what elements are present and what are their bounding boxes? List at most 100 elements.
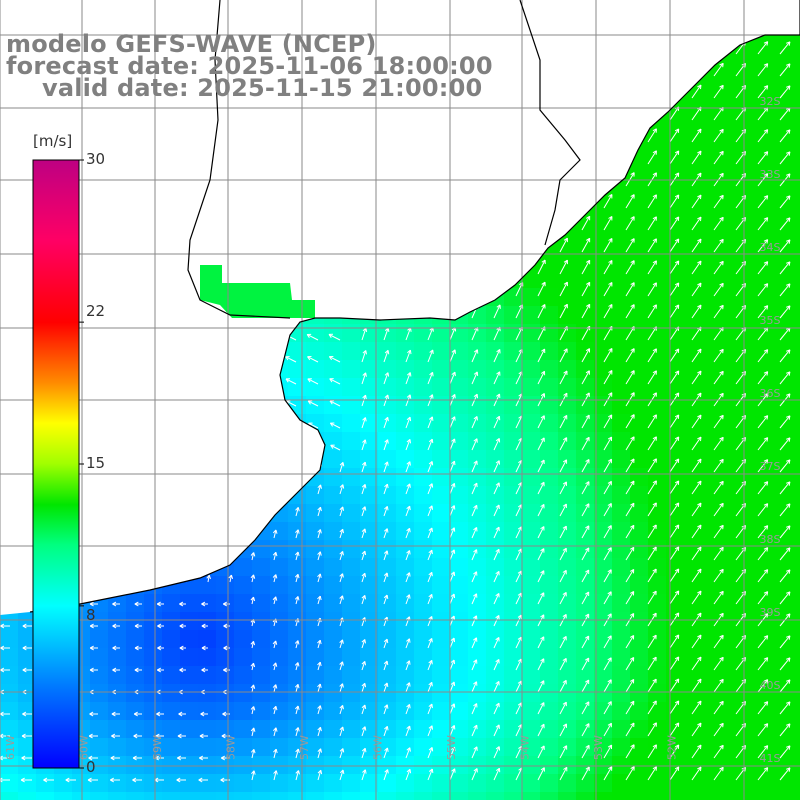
wind-cell	[378, 792, 397, 800]
wind-arrow	[110, 777, 120, 783]
wind-arrow	[515, 680, 523, 693]
wind-arrow	[339, 484, 345, 495]
wind-cell	[270, 774, 289, 793]
wind-arrow	[691, 502, 702, 517]
wind-arrow	[779, 349, 791, 363]
wind-cell	[666, 666, 685, 685]
wind-cell	[396, 378, 415, 397]
wind-cell	[576, 396, 595, 415]
wind-arrow	[757, 679, 769, 693]
wind-cell	[432, 342, 451, 361]
wind-cell	[558, 414, 577, 433]
wind-cell	[648, 198, 667, 217]
wind-cell	[792, 396, 800, 415]
wind-cell	[576, 738, 595, 757]
wind-arrow	[339, 769, 345, 781]
wind-arrow	[757, 525, 769, 539]
wind-cell	[486, 450, 505, 469]
wind-arrow	[179, 667, 186, 673]
wind-cell	[792, 432, 800, 451]
wind-cell	[378, 648, 397, 667]
wind-cell	[306, 558, 325, 577]
wind-cell	[396, 558, 415, 577]
wind-cell	[522, 594, 541, 613]
wind-cell	[558, 486, 577, 505]
wind-arrow	[493, 746, 501, 759]
wind-cell	[414, 576, 433, 595]
wind-cell	[396, 360, 415, 379]
wind-cell	[468, 738, 487, 757]
wind-cell	[558, 288, 577, 307]
wind-cell	[360, 612, 379, 631]
wind-arrow	[285, 356, 297, 363]
wind-cell	[576, 486, 595, 505]
wind-arrow	[295, 551, 300, 561]
wind-cell	[792, 324, 800, 343]
wind-cell	[360, 486, 379, 505]
wind-cell	[252, 720, 271, 739]
wind-cell	[792, 216, 800, 235]
wind-arrow	[317, 573, 322, 583]
wind-cell	[360, 540, 379, 559]
wind-arrow	[713, 524, 724, 539]
wind-arrow	[493, 460, 501, 473]
wind-cell	[612, 216, 631, 235]
wind-cell	[414, 738, 433, 757]
wind-arrow	[493, 548, 500, 561]
wind-cell	[0, 630, 19, 649]
wind-cell	[468, 774, 487, 793]
wind-cell	[666, 126, 685, 145]
wind-cell	[738, 90, 757, 109]
wind-cell	[666, 702, 685, 721]
wind-arrow	[669, 546, 680, 561]
wind-cell	[684, 252, 703, 271]
wind-cell	[720, 522, 739, 541]
wind-cell	[162, 648, 181, 667]
wind-arrow	[361, 327, 368, 341]
coastline-path	[29, 0, 800, 613]
wind-cell	[396, 522, 415, 541]
wind-arrow	[515, 592, 522, 605]
wind-cell	[126, 648, 145, 667]
wind-cell	[720, 450, 739, 469]
wind-cell	[666, 252, 685, 271]
wind-arrow	[779, 85, 791, 99]
wind-arrow	[625, 635, 635, 649]
wind-cell	[594, 792, 613, 800]
colorbar-tick-22: 22	[86, 302, 106, 320]
wind-arrow	[581, 436, 590, 451]
wind-cell	[90, 648, 109, 667]
wind-arrow	[625, 766, 635, 781]
wind-arrow	[581, 414, 590, 429]
wind-arrow	[691, 304, 702, 319]
wind-cell	[540, 792, 559, 800]
wind-cell	[414, 558, 433, 577]
wind-cell	[396, 612, 415, 631]
wind-cell	[684, 648, 703, 667]
wind-cell	[252, 630, 271, 649]
wind-arrow	[603, 525, 612, 539]
wind-arrow	[779, 195, 791, 209]
wind-cell	[522, 342, 541, 361]
wind-cell	[162, 702, 181, 721]
wind-cell	[450, 792, 469, 800]
wind-cell	[360, 522, 379, 541]
wind-arrow	[757, 63, 769, 77]
wind-cell	[378, 774, 397, 793]
wind-arrow	[339, 506, 345, 517]
wind-cell	[108, 702, 127, 721]
wind-cell	[540, 558, 559, 577]
wind-cell	[558, 684, 577, 703]
wind-arrow	[250, 640, 256, 649]
wind-cell	[324, 792, 343, 800]
wind-cell	[576, 234, 595, 253]
wind-arrow	[250, 596, 256, 605]
wind-arrow	[383, 349, 390, 363]
wind-arrow	[427, 768, 434, 781]
wind-cell	[738, 540, 757, 559]
wind-cell	[306, 540, 325, 559]
wind-cell	[306, 702, 325, 721]
wind-cell	[468, 558, 487, 577]
